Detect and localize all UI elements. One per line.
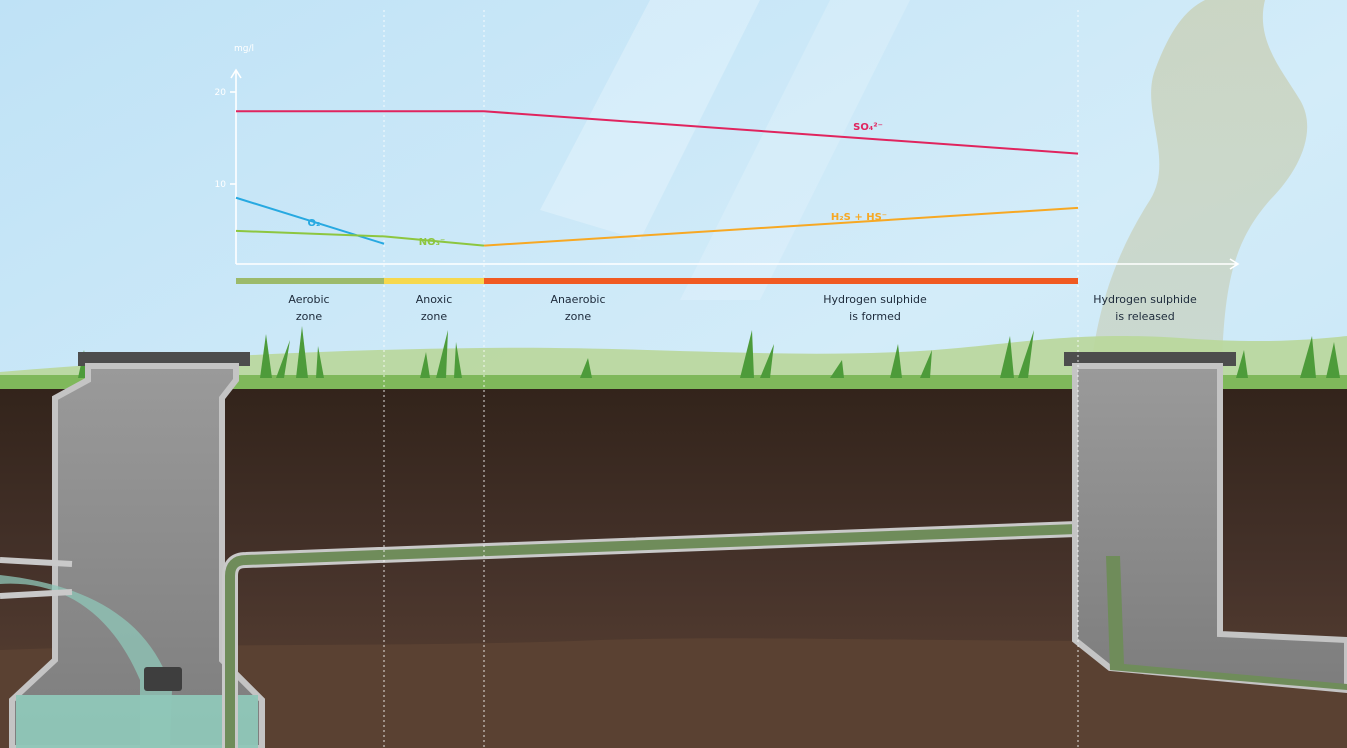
right-manhole: [1064, 352, 1347, 694]
sewage-pool: [16, 695, 258, 748]
zone-label-released-2: is released: [1115, 310, 1174, 323]
pump: [144, 667, 182, 691]
sky-light-streak-2: [680, 0, 910, 300]
zone-label-anoxic-2: zone: [421, 310, 447, 323]
zone-label-anaerobic-1: Anaerobic: [550, 293, 605, 306]
inlet-pipe: [0, 557, 73, 599]
series-label-h2s: H₂S + HS⁻: [831, 212, 887, 223]
zone-labels: Aerobic zone Anoxic zone Anaerobic zone …: [288, 293, 1197, 323]
series-label-so4: SO₄²⁻: [853, 122, 883, 133]
chart-series: [235, 110, 1079, 247]
y-axis-unit: mg/l: [234, 44, 254, 54]
zone-label-formed-1: Hydrogen sulphide: [823, 293, 927, 306]
soil-lower-layer: [0, 638, 1347, 748]
x-axis-arrow: [1229, 258, 1240, 270]
zone-label-formed-2: is formed: [849, 310, 901, 323]
series-label-o2: O₂: [308, 218, 321, 229]
y-axis-arrow: [230, 68, 242, 79]
gas-plume: [1092, 0, 1308, 360]
zone-bar-aerobic: [236, 278, 384, 284]
series-line-h2s: [483, 206, 1079, 247]
right-manhole-shaft: [1072, 363, 1347, 694]
inflow-stream: [0, 575, 172, 748]
left-manhole: [0, 352, 265, 748]
zone-label-anaerobic-2: zone: [565, 310, 591, 323]
zone-label-released-1: Hydrogen sulphide: [1093, 293, 1197, 306]
zone-label-anoxic-1: Anoxic: [416, 293, 453, 306]
y-tick-label-10: 10: [215, 180, 227, 190]
grass-edge: [0, 375, 1347, 389]
left-manhole-lid: [78, 352, 250, 366]
zone-bars: [236, 278, 1078, 284]
series-label-no3: NO₃⁻: [419, 237, 446, 248]
series-line-no3: [235, 229, 485, 247]
zone-separators: [383, 10, 1079, 748]
left-manhole-shaft: [9, 363, 265, 748]
sky-light-streak: [540, 0, 760, 240]
series-line-so4: [236, 110, 1079, 155]
zone-label-aerobic-2: zone: [296, 310, 322, 323]
zone-label-aerobic-1: Aerobic: [288, 293, 329, 306]
zone-bar-anoxic: [384, 278, 484, 284]
right-manhole-lid: [1064, 352, 1236, 366]
zone-bar-anaerobic: [484, 278, 1078, 284]
y-tick-label-20: 20: [215, 88, 227, 98]
